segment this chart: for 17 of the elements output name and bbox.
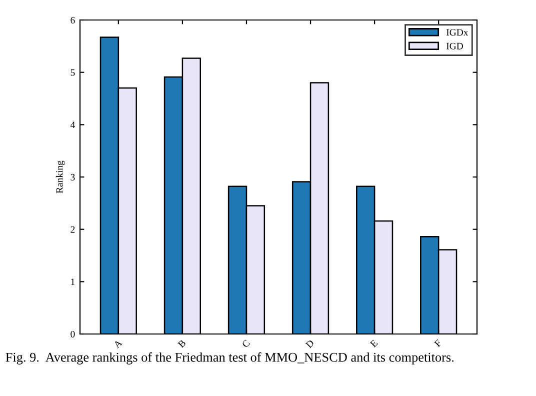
x-tick-label: C (242, 339, 250, 348)
y-tick-label: 2 (70, 226, 75, 233)
x-tick-label: D (305, 339, 314, 348)
x-tick-label: B (178, 339, 186, 348)
y-tick-label: 0 (70, 330, 75, 338)
legend-label: IGDx (446, 29, 468, 36)
y-tick-label: 3 (70, 174, 75, 180)
x-tick-label: F (434, 339, 442, 348)
y-tick-label: 5 (70, 69, 75, 76)
y-tick-label: 1 (71, 278, 75, 286)
x-tick-label: A (113, 339, 123, 349)
y-tick-label: 6 (70, 16, 75, 24)
legend-label: IGD (446, 42, 463, 50)
x-tick-label: E (370, 339, 378, 348)
y-axis-title: Ranking (56, 160, 65, 194)
y-tick-label: 4 (70, 122, 75, 128)
caption: Fig. 9. Average rankings of the Friedman test of MMO_NESCD and its competitors. (6, 352, 454, 364)
